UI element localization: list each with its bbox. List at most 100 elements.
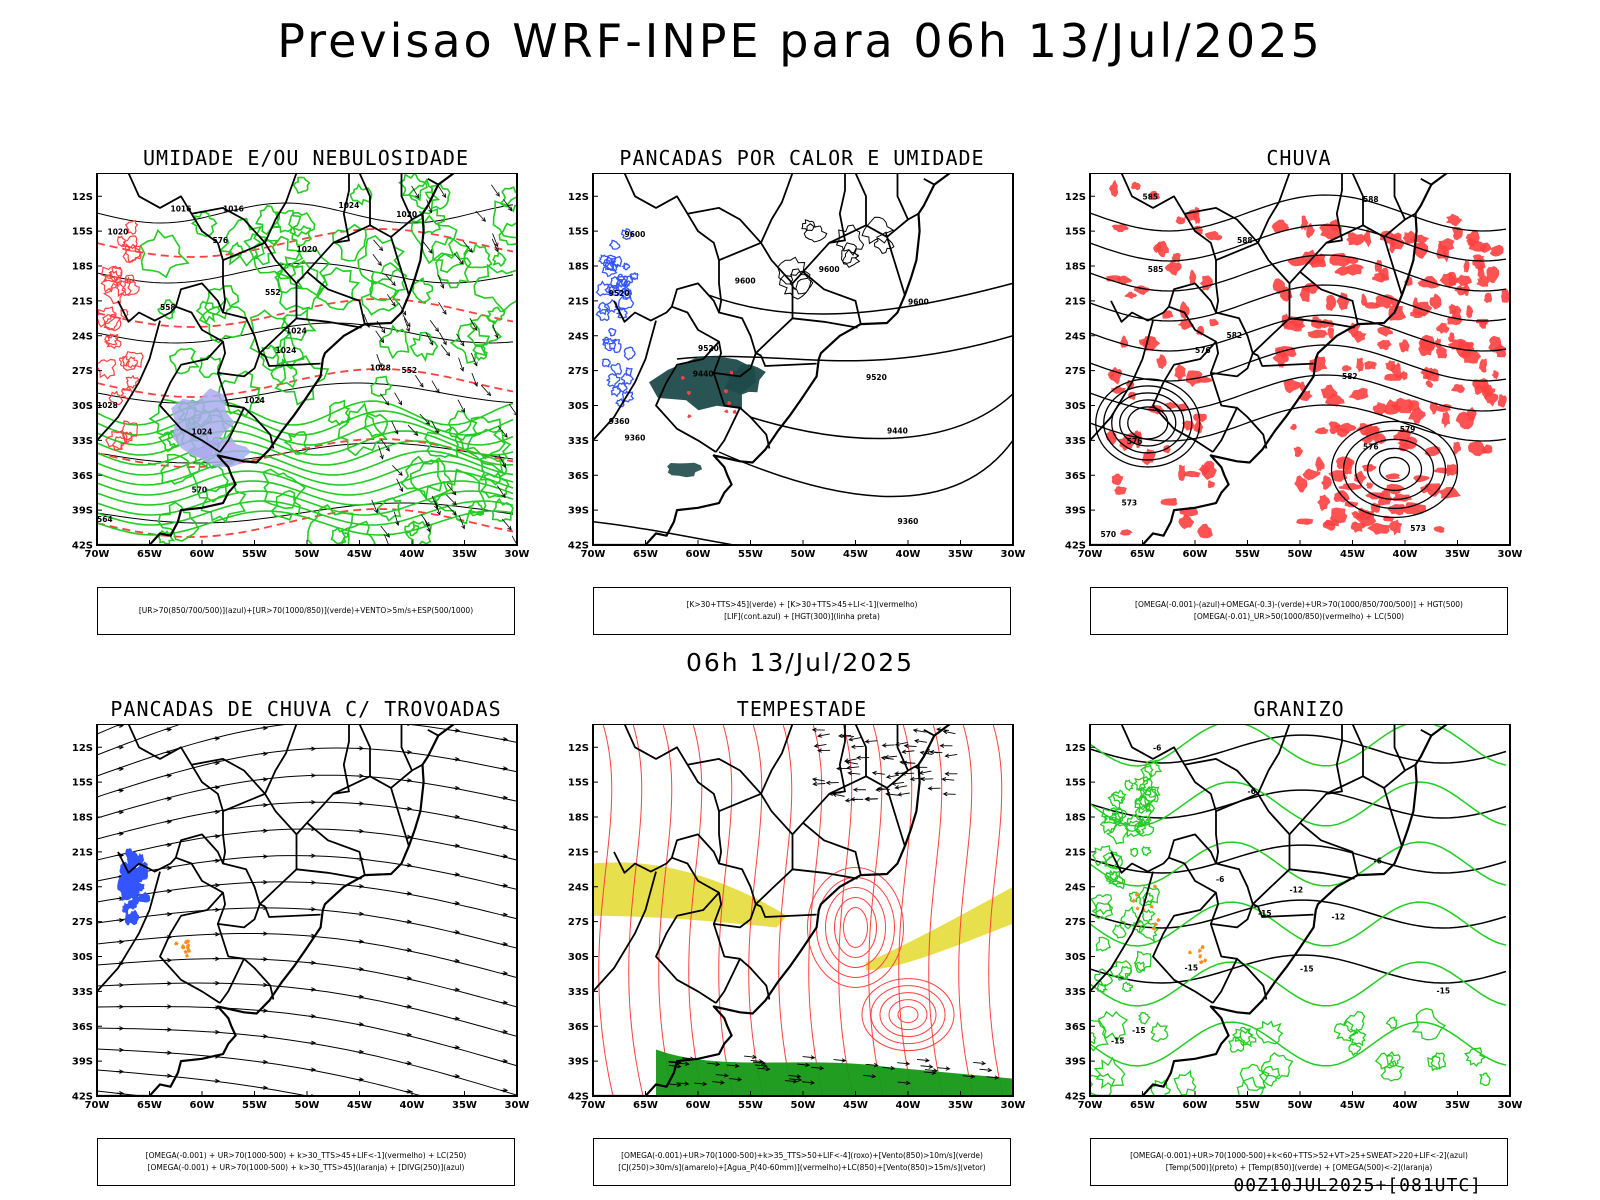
wind-vector <box>838 733 843 739</box>
lon-tick-label: 45W <box>1340 1100 1365 1111</box>
wind-vector <box>446 504 457 516</box>
omega-area <box>1203 958 1207 963</box>
wind-vector <box>385 446 390 452</box>
rain-area <box>1424 483 1441 497</box>
wind-vector <box>429 320 439 332</box>
contour-label: 9360 <box>609 417 630 426</box>
state-border <box>1090 320 1154 451</box>
wind-vector <box>480 384 491 396</box>
state-border <box>216 372 275 449</box>
streamline-arrow <box>167 819 173 825</box>
lat-tick-label: 24S <box>568 882 589 893</box>
wind-vector <box>459 260 464 265</box>
streamline-arrow <box>119 939 125 945</box>
wind-vector <box>865 1063 878 1066</box>
wind-vector <box>423 241 433 254</box>
lat-tick-label: 27S <box>1065 366 1086 377</box>
wind-vector <box>458 515 465 529</box>
omega-area <box>1131 898 1136 903</box>
map-background <box>97 724 517 1096</box>
streamline-arrow <box>503 1000 509 1005</box>
lat-tick-label: 27S <box>72 366 93 377</box>
streamline <box>861 978 955 1052</box>
lat-tick-label: 36S <box>568 1022 589 1033</box>
streamline <box>598 724 614 1096</box>
coastline <box>593 173 951 545</box>
humidity-contour <box>108 390 124 406</box>
wind-vector <box>415 193 420 199</box>
contour-label: -12 <box>1332 912 1346 921</box>
humidity-contour <box>272 336 305 370</box>
divergence-area <box>126 869 137 886</box>
humidity-contour <box>291 225 313 247</box>
wind-vector <box>848 772 861 775</box>
contour-label: 570 <box>192 486 208 495</box>
lat-tick-label: 33S <box>1065 436 1086 447</box>
rain-area <box>1189 269 1197 285</box>
state-border <box>264 173 298 285</box>
wind-vector <box>378 246 384 252</box>
humidity-contour <box>117 235 126 248</box>
wind-vector <box>925 1058 930 1063</box>
state-border <box>1420 729 1432 737</box>
unstable-dot <box>724 409 729 413</box>
wind-vector <box>892 782 905 785</box>
rain-area <box>1478 358 1487 373</box>
streamline <box>688 724 704 1096</box>
wind-vector <box>423 518 431 532</box>
state-border <box>1393 724 1406 771</box>
legend: [UR>70(850/700/500)](azul)+[UR>70(1000/8… <box>97 587 515 635</box>
state-border <box>1288 173 1343 319</box>
streamline-arrow <box>215 736 221 741</box>
lif-contour <box>615 397 626 408</box>
storm-area <box>184 953 189 958</box>
temp850-contour <box>1386 1050 1401 1068</box>
wind-vector <box>937 1067 950 1070</box>
humidity-contour <box>120 420 139 441</box>
rain-area <box>1338 483 1362 491</box>
humidity-contour <box>492 251 507 268</box>
wind-vector <box>384 400 390 406</box>
wind-vector <box>471 372 478 387</box>
temp850-contour <box>1121 981 1134 993</box>
rain-area <box>1454 285 1468 296</box>
streamline <box>748 724 764 1096</box>
wind-vector <box>501 463 506 469</box>
wind-vector <box>446 494 457 506</box>
humidity-contour <box>190 211 218 238</box>
streamline-arrow <box>407 947 413 953</box>
divergence-area <box>135 867 149 882</box>
temp850-contour <box>1135 794 1150 809</box>
streamline-arrow <box>311 746 317 752</box>
streamline <box>838 724 854 1096</box>
contour-label: -15 <box>1111 1037 1125 1046</box>
temp850-contour <box>1134 805 1153 824</box>
contour-label: 1024 <box>276 346 297 355</box>
wind-vector <box>920 776 925 782</box>
lat-tick-label: 15S <box>72 227 93 238</box>
contour-label: 1020 <box>108 228 129 237</box>
wind-vector <box>434 428 439 434</box>
temp850-contour <box>1133 820 1146 836</box>
wind-vector <box>428 208 433 214</box>
wind-vector <box>813 783 826 785</box>
contour-label: 1020 <box>297 245 318 254</box>
state-border <box>1420 178 1432 186</box>
rain-area <box>1429 401 1438 415</box>
wind-vector <box>864 796 869 802</box>
wind-vector <box>435 388 440 394</box>
lon-tick-label: 55W <box>738 1100 763 1111</box>
wind-vector <box>494 333 499 339</box>
rain-area <box>1311 316 1323 329</box>
lon-tick-label: 40W <box>400 549 425 560</box>
streamline-arrow <box>359 911 365 917</box>
wind-vector <box>457 399 465 413</box>
coastline <box>593 724 951 1096</box>
lon-tick-label: 65W <box>1130 1100 1155 1111</box>
streamline-arrow <box>503 1029 509 1035</box>
rain-area <box>1383 483 1406 495</box>
wind-vector <box>398 471 403 476</box>
lat-tick-label: 30S <box>1065 952 1086 963</box>
wind-vector <box>378 445 384 459</box>
